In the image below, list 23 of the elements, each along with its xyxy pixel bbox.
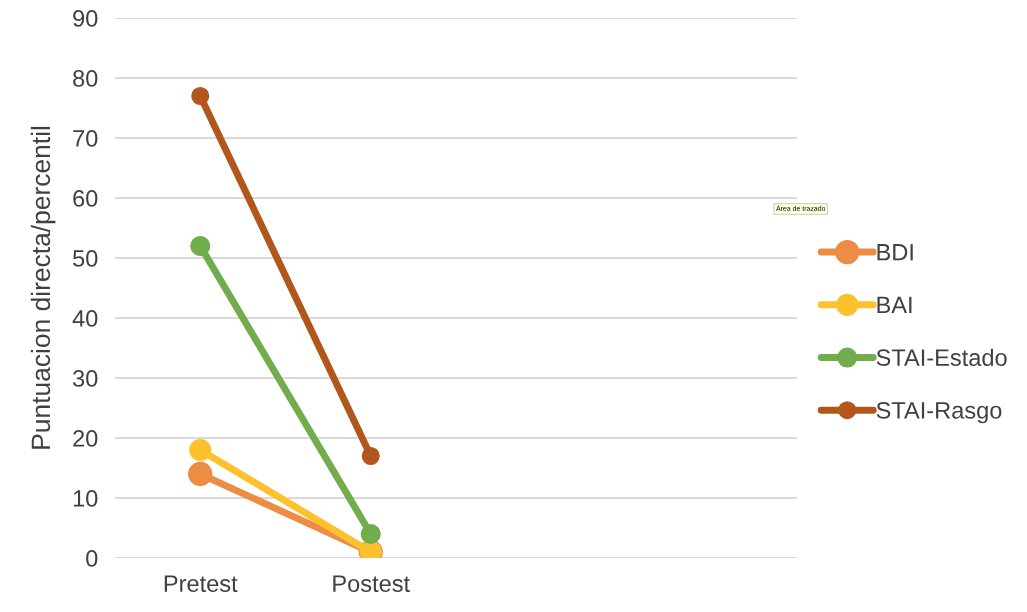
- x-tick-label: Pretest: [164, 575, 238, 593]
- legend-label: STAI-Estado: [876, 348, 1007, 366]
- legend-label: BAI: [877, 296, 912, 314]
- y-tick-label: 80: [73, 70, 98, 87]
- point: [360, 523, 381, 545]
- legend-label: BDI: [877, 244, 913, 261]
- y-axis-title: Puntuacion directa/percentil: [30, 126, 56, 449]
- y-tick-label: 10: [73, 490, 98, 507]
- y-tick-label: 20: [73, 430, 98, 447]
- y-tick-label: 50: [73, 250, 98, 267]
- y-tick-label: 30: [72, 370, 98, 387]
- y-tick-label: 40: [72, 310, 98, 327]
- point: [188, 461, 213, 487]
- point: [189, 438, 212, 462]
- y-tick-label: 60: [73, 190, 98, 207]
- legend-label: STAI-Rasgo: [876, 401, 1002, 424]
- y-tick-label: 90: [73, 10, 98, 27]
- point: [361, 446, 380, 466]
- y-tick-label: 0: [86, 550, 98, 567]
- point: [191, 86, 210, 106]
- point: [190, 235, 211, 257]
- x-tick-label: Postest: [333, 575, 410, 593]
- y-tick-label: 70: [73, 130, 98, 147]
